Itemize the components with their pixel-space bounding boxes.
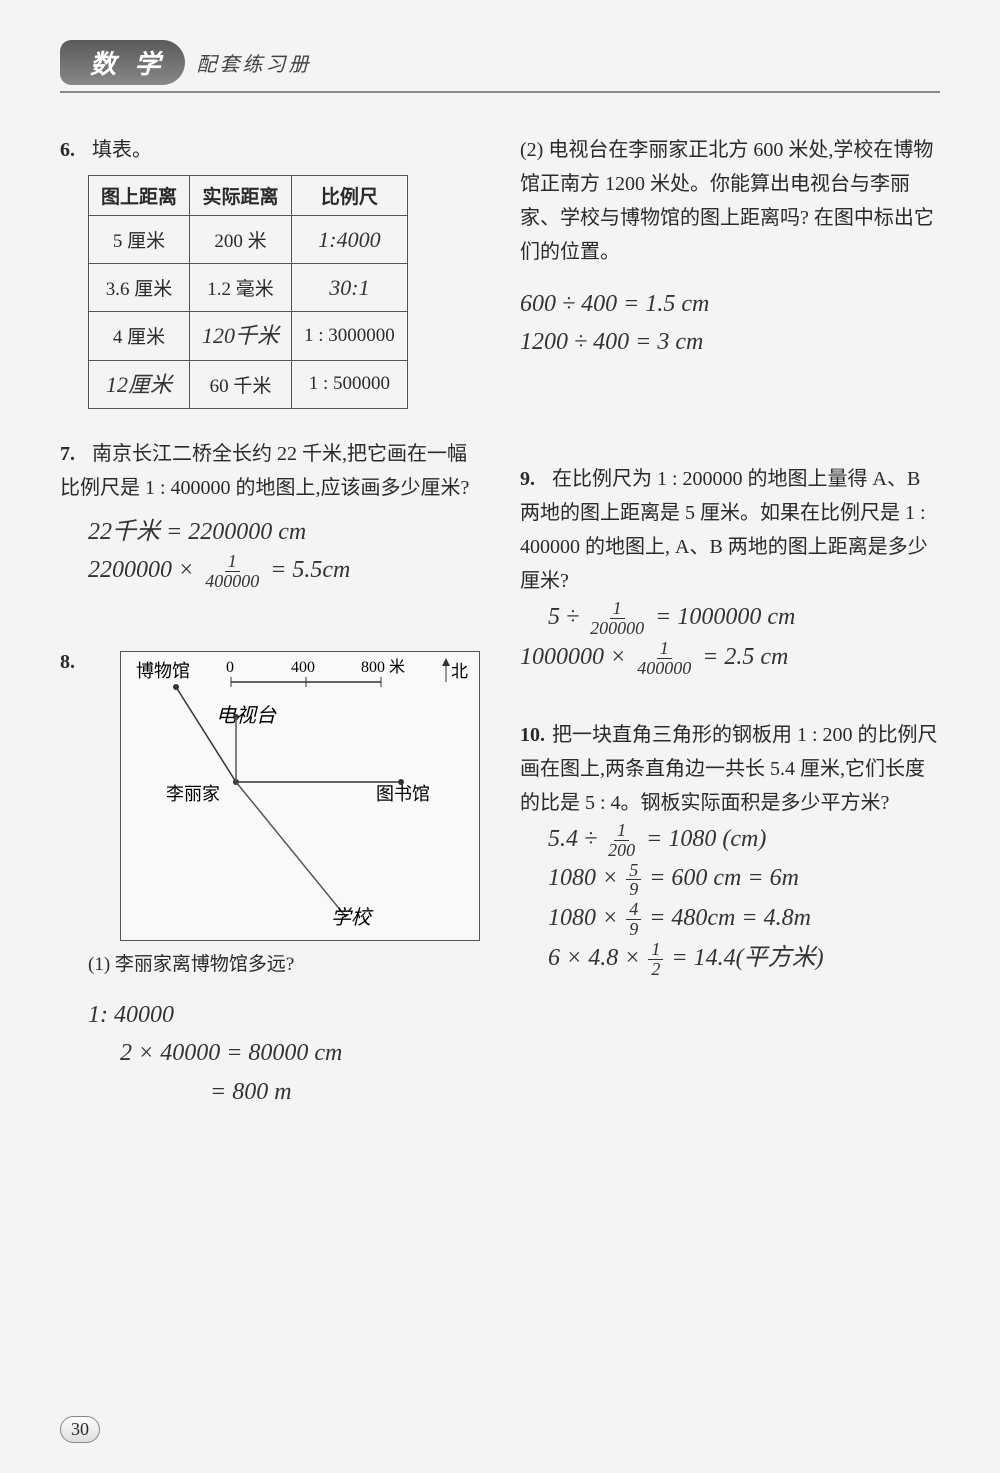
page-number: 30 xyxy=(60,1416,100,1443)
cell: 4 厘米 xyxy=(89,312,190,360)
cell: 1 : 3000000 xyxy=(292,312,408,360)
question-8: 8. 博物馆 0 400 800 米 北 李丽家 xyxy=(60,651,480,1111)
q10-work-1: 5.4 ÷ 1200 = 1080 (cm) xyxy=(520,820,940,860)
rhs: = 2.5 cm xyxy=(702,644,788,670)
table-row: 5 厘米 200 米 1:4000 xyxy=(89,216,408,264)
q7-number: 7. xyxy=(60,443,88,466)
fraction: 1400000 xyxy=(202,552,262,591)
q8-sub2-block: (2) 电视台在李丽家正北方 600 米处,学校在博物馆正南方 1200 米处。… xyxy=(520,133,940,362)
table-row: 3.6 厘米 1.2 毫米 30:1 xyxy=(89,264,408,312)
q8-number: 8. xyxy=(60,651,88,674)
question-10: 10. 把一块直角三角形的钢板用 1 : 200 的比例尺画在图上,两条直角边一… xyxy=(520,718,940,980)
col-header: 图上距离 xyxy=(89,176,190,216)
q6-table: 图上距离 实际距离 比例尺 5 厘米 200 米 1:4000 3.6 厘米 1… xyxy=(88,175,408,409)
table-row: 4 厘米 120千米 1 : 3000000 xyxy=(89,312,408,360)
q9-work-1: 5 ÷ 1200000 = 1000000 cm xyxy=(520,598,940,638)
svg-text:电视台: 电视台 xyxy=(216,705,277,727)
q7-text: 南京长江二桥全长约 22 千米,把它画在一幅比例尺是 1 : 400000 的地… xyxy=(60,443,469,499)
q9-number: 9. xyxy=(520,468,548,491)
page-header: 数 学 配套练习册 xyxy=(60,40,940,93)
fraction: 12 xyxy=(648,940,663,979)
cell-answer: 120千米 xyxy=(190,312,292,360)
cell: 5 厘米 xyxy=(89,216,190,264)
workbook-title: 配套练习册 xyxy=(197,48,312,77)
question-9: 9. 在比例尺为 1 : 200000 的地图上量得 A、B 两地的图上距离是 … xyxy=(520,462,940,678)
svg-text:图书馆: 图书馆 xyxy=(376,784,430,804)
q10-work-2: 1080 × 59 = 600 cm = 6m xyxy=(520,859,940,899)
lhs: 1080 × xyxy=(548,905,624,931)
svg-text:学校: 学校 xyxy=(331,907,374,929)
cell: 1 : 500000 xyxy=(292,360,408,408)
right-column: (2) 电视台在李丽家正北方 600 米处,学校在博物馆正南方 1200 米处。… xyxy=(520,133,940,1139)
cell: 60 千米 xyxy=(190,360,292,408)
col-header: 比例尺 xyxy=(292,176,408,216)
fraction: 1400000 xyxy=(634,639,694,678)
cell-answer: 12厘米 xyxy=(89,360,190,408)
q8-sub2: (2) 电视台在李丽家正北方 600 米处,学校在博物馆正南方 1200 米处。… xyxy=(520,133,940,269)
lhs: 1080 × xyxy=(548,865,624,891)
museum-label: 博物馆 xyxy=(136,661,190,681)
cell-answer: 30:1 xyxy=(292,264,408,312)
q9-text: 在比例尺为 1 : 200000 的地图上量得 A、B 两地的图上距离是 5 厘… xyxy=(520,468,928,592)
rhs: = 480cm = 4.8m xyxy=(649,905,811,931)
q6-title: 填表。 xyxy=(92,139,152,161)
lhs: 5 ÷ xyxy=(548,604,585,630)
subject-badge: 数 学 xyxy=(60,40,185,85)
q8-work-1: 1: 40000 xyxy=(60,996,480,1034)
fraction: 1200 xyxy=(605,821,638,860)
q8-work-3: = 800 m xyxy=(60,1073,480,1111)
fraction: 49 xyxy=(626,900,641,939)
cell: 1.2 毫米 xyxy=(190,264,292,312)
map-svg: 博物馆 0 400 800 米 北 李丽家 图书馆 电视台 xyxy=(121,652,481,942)
question-7: 7. 南京长江二桥全长约 22 千米,把它画在一幅比例尺是 1 : 400000… xyxy=(60,437,480,591)
q8-work-2: 2 × 40000 = 80000 cm xyxy=(60,1034,480,1072)
rhs: = 14.4(平方米) xyxy=(671,945,823,971)
q7-work-1: 22千米 = 2200000 cm xyxy=(60,513,480,551)
col-header: 实际距离 xyxy=(190,176,292,216)
svg-text:李丽家: 李丽家 xyxy=(166,784,220,804)
q10-work-3: 1080 × 49 = 480cm = 4.8m xyxy=(520,899,940,939)
rhs: = 1080 (cm) xyxy=(646,826,766,852)
table-header-row: 图上距离 实际距离 比例尺 xyxy=(89,176,408,216)
q7-work-2: 2200000 × 1400000 = 5.5cm xyxy=(60,551,480,591)
svg-text:400: 400 xyxy=(291,659,315,676)
content-columns: 6. 填表。 图上距离 实际距离 比例尺 5 厘米 200 米 1:4000 3… xyxy=(60,133,940,1139)
cell: 3.6 厘米 xyxy=(89,264,190,312)
svg-text:0: 0 xyxy=(226,659,234,676)
question-6: 6. 填表。 图上距离 实际距离 比例尺 5 厘米 200 米 1:4000 3… xyxy=(60,133,480,409)
q8-sub1: (1) 李丽家离博物馆多远? xyxy=(60,949,480,976)
q8-work-5: 1200 ÷ 400 = 3 cm xyxy=(520,323,940,361)
q8-work-4: 600 ÷ 400 = 1.5 cm xyxy=(520,285,940,323)
q10-text: 把一块直角三角形的钢板用 1 : 200 的比例尺画在图上,两条直角边一共长 5… xyxy=(520,724,938,814)
q6-number: 6. xyxy=(60,139,88,162)
lhs: 2200000 × xyxy=(88,557,200,583)
left-column: 6. 填表。 图上距离 实际距离 比例尺 5 厘米 200 米 1:4000 3… xyxy=(60,133,480,1139)
lhs: 5.4 ÷ xyxy=(548,826,603,852)
rhs: = 5.5cm xyxy=(270,557,350,583)
cell: 200 米 xyxy=(190,216,292,264)
lhs: 6 × 4.8 × xyxy=(548,945,646,971)
cell-answer: 1:4000 xyxy=(292,216,408,264)
q10-work-4: 6 × 4.8 × 12 = 14.4(平方米) xyxy=(520,939,940,979)
fraction: 1200000 xyxy=(587,599,647,638)
rhs: = 600 cm = 6m xyxy=(649,865,799,891)
svg-text:北: 北 xyxy=(451,662,468,681)
rhs: = 1000000 cm xyxy=(655,604,795,630)
lhs: 1000000 × xyxy=(520,644,632,670)
fraction: 59 xyxy=(626,861,641,900)
q10-number: 10. xyxy=(520,724,548,747)
q8-diagram: 博物馆 0 400 800 米 北 李丽家 图书馆 电视台 xyxy=(120,651,480,941)
svg-text:800 米: 800 米 xyxy=(361,658,405,676)
table-row: 12厘米 60 千米 1 : 500000 xyxy=(89,360,408,408)
q9-work-2: 1000000 × 1400000 = 2.5 cm xyxy=(520,638,940,678)
